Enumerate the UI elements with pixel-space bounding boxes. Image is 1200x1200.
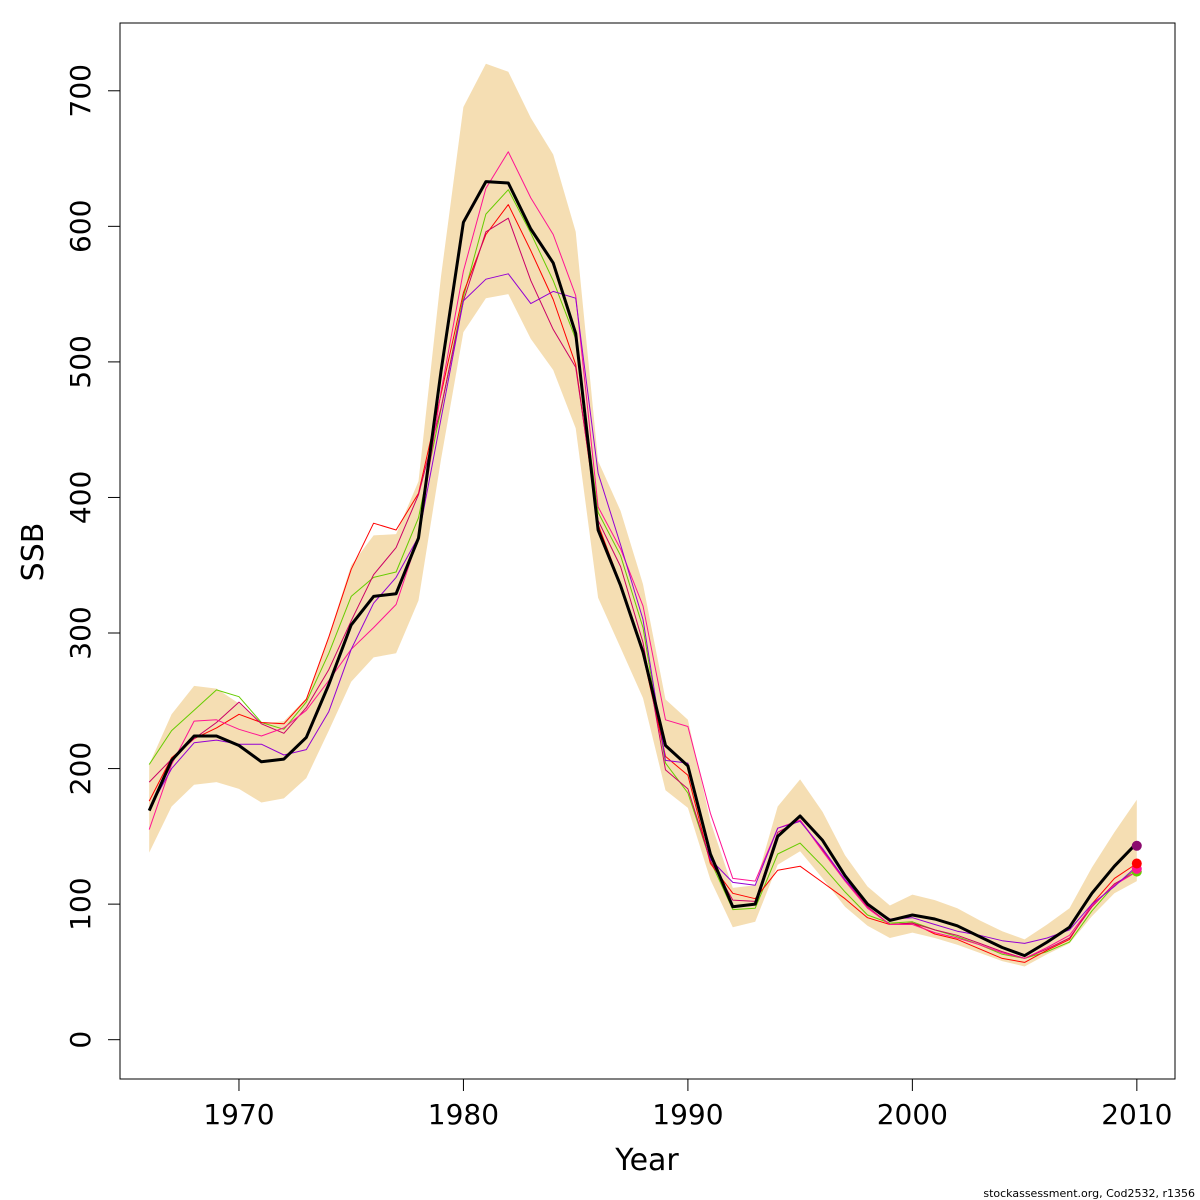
confidence-band-layer [149,63,1137,967]
x-axis-title: Year [614,1143,679,1178]
estimate-layer [147,180,1138,958]
endpoint-dot-2 [1131,858,1142,869]
confidence-band [149,63,1137,967]
series-line-3 [148,217,1138,959]
x-axis: 1970 1980 1990 2000 2010 [203,1078,1172,1131]
series-layer [148,151,1138,963]
y-tick-label: 600 [64,200,97,253]
y-tick-label: 300 [64,606,97,659]
endpoint-layer [1131,840,1142,877]
series-line-4 [148,151,1138,959]
y-tick-label: 700 [64,64,97,117]
y-tick-label: 0 [64,1031,97,1049]
credit-text: stockassessment.org, Cod2532, r1356 [983,1187,1195,1200]
x-tick-label: 1990 [652,1098,723,1131]
plot-frame [119,22,1176,1080]
endpoint-dot-1 [1131,840,1142,851]
series-line-1 [148,189,1138,959]
y-tick-label: 400 [64,471,97,524]
y-axis-title: SSB [16,523,51,582]
y-tick-label: 100 [64,877,97,930]
y-tick-label: 200 [64,742,97,795]
estimate-line [147,180,1138,958]
x-tick-label: 1970 [203,1098,274,1131]
y-axis: 0 100 200 300 400 500 600 700 [64,64,121,1049]
y-tick-label: 500 [64,335,97,388]
x-tick-label: 2010 [1101,1098,1172,1131]
x-tick-label: 2000 [877,1098,948,1131]
x-tick-label: 1980 [428,1098,499,1131]
series-line-2 [148,204,1138,963]
